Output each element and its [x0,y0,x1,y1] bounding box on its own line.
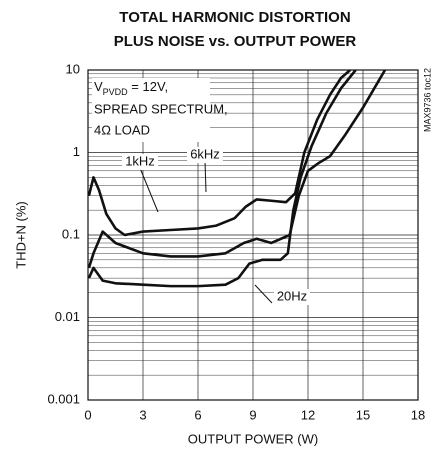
legend-label: 20Hz [277,288,307,303]
annotation: 4Ω LOAD [94,122,150,137]
x-axis-label: OUTPUT POWER (W) [188,431,318,446]
x-tick-label: 9 [249,407,256,422]
legend-label: 6kHz [190,146,220,161]
y-axis-label: THD+N (%) [13,201,28,269]
plot-frame [87,69,419,401]
legend-label: 1kHz [125,153,155,168]
series-line [88,70,387,269]
annotation-bg [92,78,210,142]
chart-title: TOTAL HARMONIC DISTORTION [119,9,350,26]
annotation-part: PVDD [103,87,129,97]
y-tick-label: 10 [66,61,80,76]
series-line [88,70,352,237]
x-tick-label: 0 [84,407,91,422]
y-tick-label: 0.01 [55,309,80,324]
leader-line [254,284,273,304]
leader-line [139,167,159,213]
x-tick-label: 15 [356,407,370,422]
x-tick-label: 3 [139,407,146,422]
annotation: VPVDD = 12V, [94,79,168,97]
x-tick-label: 12 [301,407,315,422]
y-tick-label: 1 [73,144,80,159]
x-tick-label: 6 [194,407,201,422]
annotation-part: = 12V, [128,79,168,94]
annotation-part: V [94,79,103,94]
label-bg [274,289,310,305]
annotation: SPREAD SPECTRUM, [94,101,228,116]
label-bg [122,154,158,170]
y-tick-label: 0.1 [62,226,80,241]
x-tick-label: 18 [411,407,425,422]
side-note: MAX9736 toc12 [422,68,432,132]
chart-title: PLUS NOISE vs. OUTPUT POWER [114,33,357,50]
label-bg [187,147,223,163]
leader-line [204,160,207,193]
y-tick-label: 0.001 [47,391,80,406]
series-line [88,70,357,288]
